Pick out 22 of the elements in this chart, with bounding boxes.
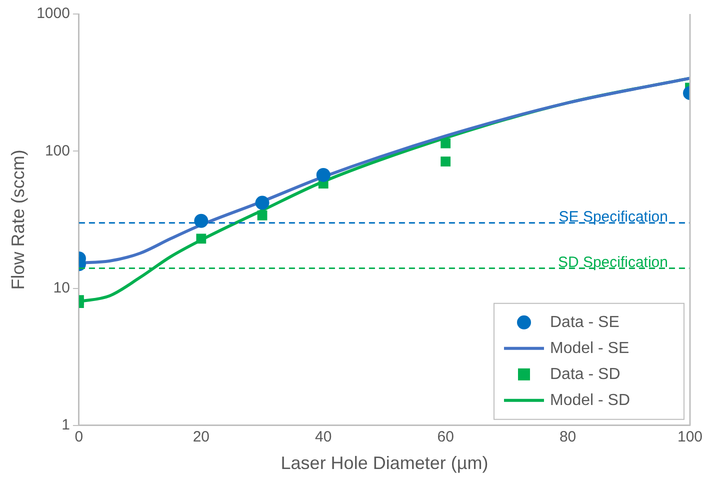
x-tick-label: 20 [192, 428, 210, 446]
point [440, 138, 451, 148]
x-tick-label: 100 [677, 428, 703, 446]
x-axis-title: Laser Hole Diameter (µm) [280, 453, 488, 474]
y-tick-label: 10 [53, 279, 70, 296]
y-axis-title: Flow Rate (sccm) [8, 150, 28, 290]
legend-label: Model - SD [550, 392, 630, 409]
legend-label: Data - SD [550, 366, 620, 383]
y-tick-label: 1000 [36, 5, 70, 22]
legend-label: Data - SE [550, 314, 620, 331]
x-tick-label: 60 [437, 428, 454, 446]
point [440, 156, 451, 166]
x-tick-label: 0 [74, 428, 84, 446]
ref-line-label: SE Specification [558, 208, 668, 226]
x-tick-label: 40 [315, 428, 332, 446]
point [257, 210, 268, 220]
x-tick-label: 80 [559, 428, 576, 446]
y-tick-label: 100 [44, 142, 70, 160]
y-tick-label: 1 [62, 416, 70, 434]
point [196, 234, 206, 244]
ref-line-label: SD Specification [558, 254, 668, 271]
legend-label: Model - SE [550, 340, 630, 357]
